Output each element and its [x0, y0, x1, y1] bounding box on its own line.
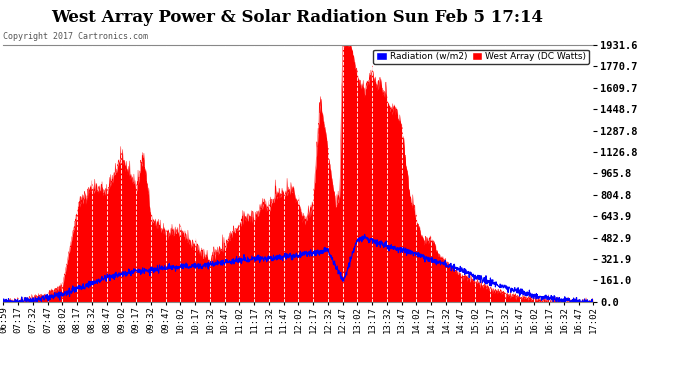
Text: Copyright 2017 Cartronics.com: Copyright 2017 Cartronics.com	[3, 32, 148, 41]
Legend: Radiation (w/m2), West Array (DC Watts): Radiation (w/m2), West Array (DC Watts)	[373, 50, 589, 64]
Text: West Array Power & Solar Radiation Sun Feb 5 17:14: West Array Power & Solar Radiation Sun F…	[50, 9, 543, 26]
